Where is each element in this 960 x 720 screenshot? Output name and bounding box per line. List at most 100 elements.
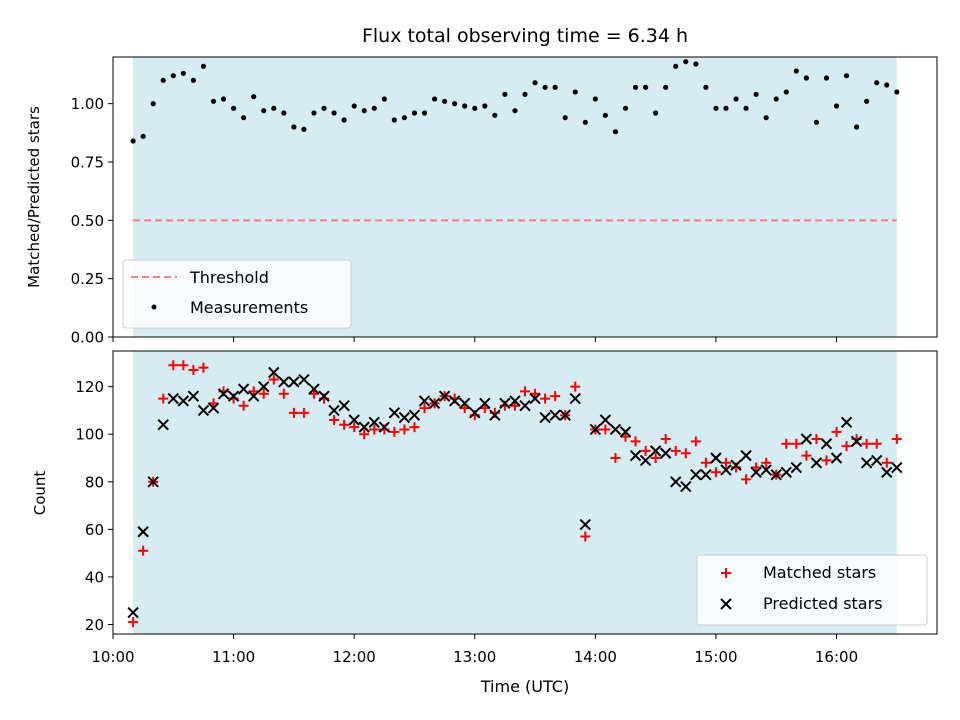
predicted-star-point [690, 468, 702, 481]
matched-star-point [530, 388, 541, 399]
predicted-star-point [388, 407, 401, 419]
predicted-star-point [891, 461, 903, 474]
x-tick-label: 11:00 [212, 648, 255, 666]
measurement-point [512, 108, 518, 114]
measurement-point [683, 59, 689, 65]
measurement-point [341, 117, 347, 123]
predicted-star-point [881, 466, 893, 478]
matched-star-point [188, 365, 199, 376]
top-legend: Threshold Measurements [122, 259, 352, 329]
measurement-point [663, 84, 669, 90]
predicted-star-point [850, 435, 863, 448]
measurement-point [190, 77, 196, 83]
matched-star-point [198, 362, 209, 373]
measurement-point [693, 61, 699, 67]
matched-star-point [329, 414, 340, 425]
matched-star-point [459, 403, 470, 414]
bottom-legend: Matched stars Predicted stars [696, 554, 928, 626]
matched-star-point [308, 388, 319, 399]
measurement-point [492, 112, 498, 118]
measurement-point [261, 108, 267, 114]
matched-star-point [660, 433, 671, 444]
predicted-star-point [187, 390, 200, 402]
matched-star-point [600, 424, 611, 435]
bottom-y-tick-label: 80 [85, 473, 104, 491]
predicted-star-point [479, 397, 491, 410]
predicted-star-point [489, 409, 501, 421]
measurement-point [833, 103, 840, 109]
bottom-y-tick-label: 20 [85, 616, 104, 634]
measurement-point [854, 124, 860, 130]
bottom-y-tick-label: 60 [85, 521, 104, 539]
measurement-point [482, 103, 488, 109]
measurement-point [160, 77, 166, 83]
measurement-point [442, 98, 448, 104]
predicted-star-point [197, 404, 210, 417]
predicted-star-point [268, 366, 280, 379]
measurement-point [230, 105, 237, 111]
measurement-point [723, 105, 729, 111]
matched-star-point [680, 448, 691, 459]
matched-star-point [871, 438, 882, 449]
predicted-star-point [237, 383, 250, 395]
predicted-star-point [258, 380, 270, 393]
measurement-point [864, 98, 870, 104]
matched-star-point [349, 422, 360, 433]
measurement-point [140, 133, 146, 139]
matched-star-point [831, 426, 842, 437]
predicted-star-point [609, 423, 622, 436]
predicted-star-point [810, 457, 823, 469]
measurement-point [602, 112, 608, 118]
measurement-point [401, 115, 408, 121]
x-tick-label: 13:00 [453, 648, 496, 666]
measurement-point [703, 84, 709, 90]
matched-star-point [258, 388, 269, 399]
matched-star-point [690, 436, 701, 447]
measurement-point [452, 101, 458, 107]
predicted-star-point [589, 423, 602, 436]
predicted-star-point [438, 390, 451, 402]
bottom-y-tick-label: 100 [75, 426, 104, 444]
measurement-point [884, 82, 890, 88]
matched-star-point [630, 436, 641, 447]
matched-star-point [751, 462, 762, 473]
matched-star-point [359, 429, 370, 440]
predicted-star-point [418, 395, 431, 407]
matched-star-point [861, 438, 872, 449]
predicted-star-point [820, 438, 833, 450]
matched-star-point [761, 457, 772, 468]
predicted-star-point [499, 397, 511, 410]
bottom-x-ticks: 10:00 11:00 12:00 13:00 14:00 15:00 16:00 [91, 634, 858, 666]
matched-star-point [409, 422, 420, 433]
measurement-point [472, 105, 478, 111]
measurement-point [251, 94, 257, 100]
legend-measurements-label: Measurements [190, 298, 308, 317]
measurement-point [210, 98, 217, 104]
legend-matched-label: Matched stars [763, 563, 876, 582]
matched-star-point [620, 431, 631, 442]
matched-star-point [710, 467, 721, 478]
matched-star-point [509, 400, 520, 411]
measurement-point [381, 96, 387, 102]
predicted-star-point [619, 426, 632, 438]
predicted-star-point [157, 419, 169, 431]
predicted-star-point [318, 390, 330, 402]
predicted-star-point [519, 399, 531, 412]
predicted-star-point [227, 390, 240, 402]
matched-star-point [640, 445, 651, 456]
matched-star-point [610, 453, 621, 464]
top-y-tick-label: 0.25 [71, 270, 104, 288]
predicted-star-point [770, 468, 782, 481]
measurement-point [321, 105, 327, 111]
predicted-star-point [207, 402, 220, 414]
measurement-point [542, 84, 548, 90]
measurement-point [180, 70, 186, 76]
predicted-star-point [469, 407, 481, 419]
top-y-tick-label: 0.75 [71, 154, 104, 172]
measurement-point [763, 115, 769, 121]
measurement-point [311, 110, 317, 116]
predicted-star-point [529, 392, 541, 405]
predicted-star-point [870, 454, 883, 467]
matched-star-point [178, 360, 189, 371]
predicted-star-point [509, 395, 521, 407]
